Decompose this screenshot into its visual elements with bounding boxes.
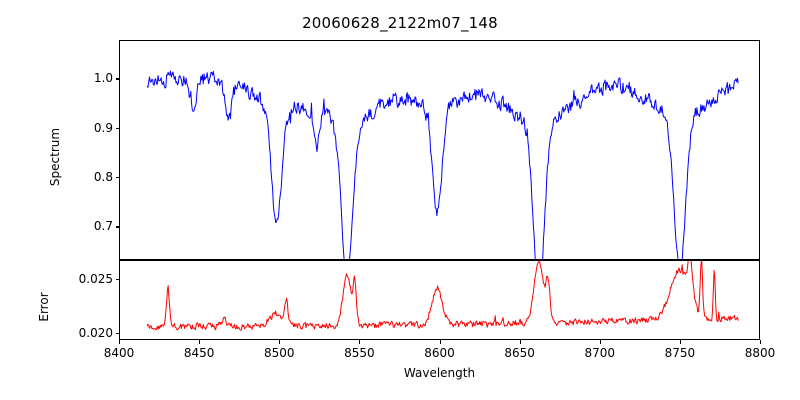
error-ytick-label: 0.020 [78,325,113,340]
x-tick-mark [279,340,281,344]
x-tick-mark [599,340,601,344]
error-plot-panel [119,260,760,340]
spectrum-ytick-label: 1.0 [93,71,113,86]
error-line-series [146,261,739,331]
spectrum-ytick-mark [115,127,119,129]
spectrum-y-axis-label: Spectrum [48,127,62,187]
x-tick-mark [199,340,201,344]
spectrum-line-series [146,70,739,259]
spectrum-ytick-mark [115,78,119,80]
error-ytick-label: 0.025 [78,272,113,287]
error-trace [146,261,739,331]
x-tick-label: 8500 [263,346,295,360]
spectrum-ytick-mark [115,177,119,179]
spectrum-ytick-label: 0.9 [93,120,113,135]
spectrum-plot-panel [119,40,760,260]
spectrum-ytick-mark [115,226,119,228]
spectrum-trace [146,70,739,259]
x-tick-label: 8400 [103,346,135,360]
x-tick-label: 8550 [344,346,375,360]
x-tick-label: 8750 [664,346,696,360]
spectrum-ytick-label: 0.7 [93,219,113,234]
x-tick-mark [119,340,121,344]
x-tick-label: 8450 [183,346,215,360]
x-tick-mark [439,340,441,344]
x-tick-mark [760,340,762,344]
x-tick-label: 8650 [504,346,535,360]
x-tick-label: 8600 [424,346,455,360]
error-ytick-mark [115,332,119,334]
x-tick-mark [519,340,521,344]
spectrum-ytick-label: 0.8 [93,170,113,185]
error-ytick-mark [115,279,119,281]
x-tick-mark [359,340,361,344]
x-axis-label: Wavelength [403,366,476,380]
x-tick-mark [679,340,681,344]
x-tick-label: 8800 [744,346,776,360]
page-title: 20060628_2122m07_148 [302,14,498,32]
x-tick-label: 8700 [584,346,616,360]
error-y-axis-label: Error [37,292,51,322]
